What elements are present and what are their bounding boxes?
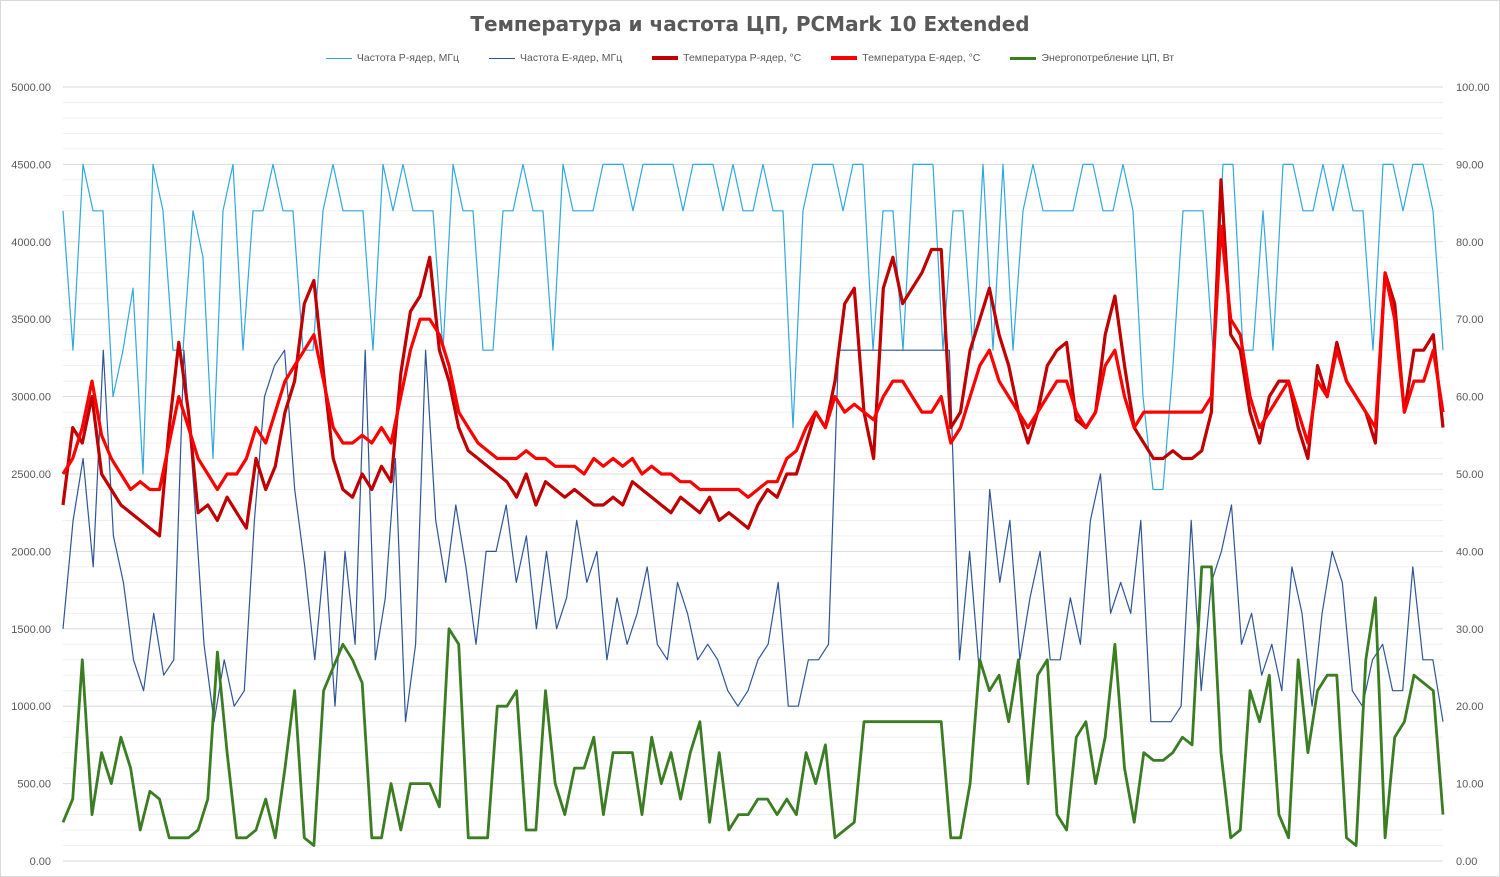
legend-item: Температура P-ядер, °C bbox=[652, 52, 801, 64]
legend-swatch bbox=[831, 56, 858, 60]
gridlines bbox=[63, 86, 1443, 862]
left-axis-ticks: 0.00 500.00 1000.00 1500.00 2000.00 2500.00 30… bbox=[11, 82, 51, 868]
chart-title: Температура и частота ЦП, PCMark 10 Exte… bbox=[470, 12, 1030, 36]
legend-item: Частота P-ядер, МГц bbox=[325, 52, 460, 64]
right-axis-ticks: 0.00 10.00 20.00 30.00 40.00 50.00 60.00 70.00 8… bbox=[1456, 82, 1490, 868]
legend-label: Температура P-ядер, °C bbox=[683, 52, 802, 64]
legend-label: Частота P-ядер, МГц bbox=[356, 52, 460, 64]
left-tick-label: 1000.00 bbox=[11, 701, 51, 713]
right-tick-label: 100.00 bbox=[1456, 82, 1490, 94]
legend-item: Частота E-ядер, МГц bbox=[489, 52, 622, 64]
left-tick-label: 1500.00 bbox=[11, 624, 51, 636]
right-tick-label: 80.00 bbox=[1456, 237, 1484, 249]
right-tick-label: 10.00 bbox=[1456, 779, 1484, 791]
legend-item: Температура E-ядер, °C bbox=[831, 52, 980, 64]
left-tick-label: 5000.00 bbox=[11, 82, 51, 94]
legend-item: Энергопотребление ЦП, Вт bbox=[1010, 52, 1174, 64]
legend-label: Частота E-ядер, МГц bbox=[520, 52, 623, 64]
left-tick-label: 0.00 bbox=[30, 856, 51, 868]
right-tick-label: 60.00 bbox=[1456, 392, 1484, 404]
series-line-5 bbox=[61, 565, 1445, 847]
legend-swatch bbox=[652, 56, 679, 60]
series-line-3 bbox=[61, 178, 1445, 538]
chart-legend: Частота P-ядер, МГц Частота E-ядер, МГц Те… bbox=[0, 52, 1500, 64]
legend-swatch bbox=[1010, 56, 1037, 60]
legend-swatch bbox=[325, 57, 352, 59]
right-tick-label: 0.00 bbox=[1456, 856, 1477, 868]
left-tick-label: 500.00 bbox=[17, 779, 51, 791]
right-tick-label: 20.00 bbox=[1456, 701, 1484, 713]
left-tick-label: 3500.00 bbox=[11, 314, 51, 326]
left-tick-label: 3000.00 bbox=[11, 392, 51, 404]
left-tick-label: 2000.00 bbox=[11, 546, 51, 558]
legend-label: Температура E-ядер, °C bbox=[862, 52, 981, 64]
right-tick-label: 40.00 bbox=[1456, 546, 1484, 558]
left-tick-label: 2500.00 bbox=[11, 469, 51, 481]
right-tick-label: 50.00 bbox=[1456, 469, 1484, 481]
right-tick-label: 90.00 bbox=[1456, 159, 1484, 171]
left-tick-label: 4000.00 bbox=[11, 237, 51, 249]
series-layer bbox=[61, 163, 1445, 847]
legend-label: Энергопотребление ЦП, Вт bbox=[1041, 52, 1175, 64]
right-tick-label: 70.00 bbox=[1456, 314, 1484, 326]
left-tick-label: 4500.00 bbox=[11, 159, 51, 171]
right-tick-label: 30.00 bbox=[1456, 624, 1484, 636]
legend-swatch bbox=[489, 57, 516, 59]
series-line-4 bbox=[61, 224, 1445, 499]
